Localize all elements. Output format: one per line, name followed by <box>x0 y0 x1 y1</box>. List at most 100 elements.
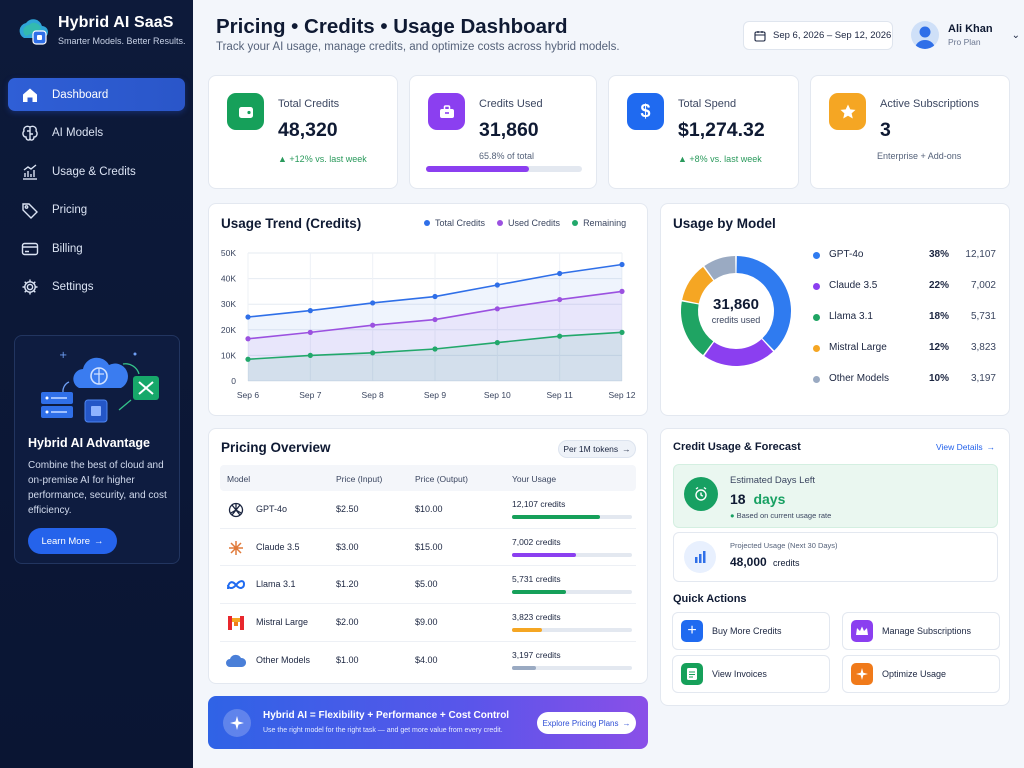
col-header-output: Price (Output) <box>415 474 468 484</box>
quick-actions-title: Quick Actions <box>673 593 747 605</box>
usage-credits: 3,823 credits <box>512 612 561 623</box>
view-details-link[interactable]: View Details → <box>936 442 995 452</box>
data-point <box>307 329 313 335</box>
manage-subscriptions-button[interactable]: Manage Subscriptions <box>842 612 1000 650</box>
credits-used-progress <box>426 166 582 172</box>
model-name: GPT-4o <box>256 504 288 514</box>
sparkle-icon <box>223 709 251 737</box>
stat-label: Credits Used <box>479 98 543 110</box>
days-left-note-text: Based on current usage rate <box>736 511 832 520</box>
model-name: Llama 3.1 <box>829 311 873 322</box>
model-pct: 10% <box>929 373 950 384</box>
x-tick-label: Sep 10 <box>484 390 511 400</box>
legend-used-credits: Used Credits <box>497 218 560 228</box>
usage-bar-fill <box>512 515 600 519</box>
price-output: $4.00 <box>415 654 438 665</box>
x-tick-label: Sep 11 <box>547 390 574 400</box>
view-invoices-button[interactable]: View Invoices <box>672 655 830 693</box>
sidebar-item-ai-models[interactable]: AI Models <box>8 117 185 150</box>
model-legend-row: Other Models 10% 3,197 <box>813 373 1000 404</box>
stat-value: 31,860 <box>479 119 539 141</box>
model-legend-row: Claude 3.5 22% 7,002 <box>813 280 1000 311</box>
learn-more-button[interactable]: Learn More → <box>28 528 117 554</box>
donut-center-label: credits used <box>711 315 761 325</box>
per-tokens-chip[interactable]: Per 1M tokens → <box>558 440 636 458</box>
promo-text: Combine the best of cloud and on-premise… <box>28 460 167 516</box>
brain-icon <box>22 125 38 141</box>
trend-up-icon: ▲ <box>278 154 290 164</box>
page-title: Pricing • Credits • Usage Dashboard <box>216 15 568 38</box>
price-output: $15.00 <box>415 541 443 552</box>
tag-icon <box>22 203 38 219</box>
model-legend-row: Llama 3.1 18% 5,731 <box>813 311 1000 342</box>
model-credits: 12,107 <box>965 249 996 260</box>
donut-center-value: 31,860 <box>713 296 759 313</box>
legend-dot <box>813 252 820 259</box>
table-row[interactable]: GPT-4o $2.50 $10.00 12,107 credits <box>220 491 636 529</box>
usage-credits: 12,107 credits <box>512 499 566 509</box>
brand-tagline: Smarter Models. Better Results. <box>58 36 186 46</box>
model-pct: 22% <box>929 280 950 291</box>
date-range-picker[interactable]: Sep 6, 2026 – Sep 12, 2026 <box>743 21 893 50</box>
usage-trend-chart: 0 10K 20K 30K 40K 50K Sep 6 Sep 7 Sep 8 Sep 9 Sep … <box>221 248 636 400</box>
x-tick-label: Sep 6 <box>237 390 259 400</box>
crown-icon <box>851 620 873 642</box>
page-subtitle: Track your AI usage, manage credits, and… <box>216 41 620 53</box>
sidebar-item-label: Usage & Credits <box>52 165 136 178</box>
usage-bar <box>512 552 632 557</box>
avatar <box>911 21 939 49</box>
stat-value: 3 <box>880 119 891 141</box>
table-row[interactable]: Mistral Large $2.00 $9.00 3,823 credits <box>220 604 636 642</box>
stat-label: Total Spend <box>678 98 737 110</box>
days-left-unit: days <box>753 491 786 507</box>
arrow-right-icon: → <box>94 535 104 547</box>
user-menu[interactable]: Ali Khan Pro Plan ⌄ <box>911 21 1020 49</box>
promo-title: Hybrid AI Advantage <box>28 436 151 450</box>
arrow-right-icon: → <box>986 442 996 452</box>
sidebar-item-billing[interactable]: Billing <box>8 232 185 265</box>
model-legend-list: GPT-4o 38% 12,107 Claude 3.5 22% 7,002 Llama 3… <box>813 249 1000 404</box>
sidebar-item-settings[interactable]: Settings <box>8 271 185 304</box>
legend-total-credits: Total Credits <box>424 218 485 228</box>
sidebar-item-pricing[interactable]: Pricing <box>8 194 185 227</box>
legend-label: Remaining <box>583 218 627 228</box>
pricing-table-header <box>220 465 636 491</box>
stat-subtext: Enterprise + Add-ons <box>877 151 962 161</box>
model-name: Mistral Large <box>256 617 309 628</box>
data-point <box>370 300 376 306</box>
per-tokens-label: Per 1M tokens <box>563 444 619 454</box>
buy-more-credits-button[interactable]: + Buy More Credits <box>672 612 830 650</box>
model-credits: 3,197 <box>970 373 996 384</box>
optimize-usage-button[interactable]: Optimize Usage <box>842 655 1000 693</box>
sidebar-item-dashboard[interactable]: Dashboard <box>8 78 185 111</box>
legend-label: Total Credits <box>435 218 486 228</box>
explore-pricing-button[interactable]: Explore Pricing Plans → <box>537 712 636 734</box>
sidebar-item-usage-credits[interactable]: Usage & Credits <box>8 155 185 188</box>
days-left-label: Estimated Days Left <box>730 475 816 486</box>
y-tick-label: 0 <box>231 376 236 386</box>
brand-logo-icon <box>16 14 50 48</box>
usage-credits: 3,197 credits <box>512 649 561 660</box>
banner-text: Use the right model for the right task —… <box>263 727 503 734</box>
x-tick-label: Sep 7 <box>299 390 321 400</box>
data-point <box>370 322 376 328</box>
data-point <box>619 288 625 294</box>
series-area <box>248 332 622 381</box>
table-row[interactable]: Claude 3.5 $3.00 $15.00 7,002 credits <box>220 529 636 567</box>
user-name: Ali Khan <box>948 23 993 35</box>
usage-bar-fill <box>512 628 542 633</box>
table-row[interactable]: Llama 3.1 $1.20 $5.00 5,731 credits <box>220 566 636 604</box>
table-row[interactable]: Other Models $1.00 $4.00 3,197 credits <box>220 642 636 680</box>
banner-title: Hybrid AI = Flexibility + Performance + … <box>263 710 510 721</box>
home-icon <box>23 88 37 102</box>
brand[interactable]: Hybrid AI SaaS Smarter Models. Better Re… <box>16 14 186 48</box>
usage-credits: 7,002 credits <box>512 536 561 547</box>
col-header-model: Model <box>227 474 251 484</box>
sidebar-item-label: Billing <box>52 242 83 255</box>
usage-donut-chart <box>681 256 791 366</box>
dollar-icon: $ <box>627 93 664 130</box>
x-tick-label: Sep 9 <box>424 390 446 400</box>
usage-bar <box>512 665 632 670</box>
learn-more-label: Learn More <box>41 535 91 547</box>
usage-bar-fill <box>512 590 566 595</box>
